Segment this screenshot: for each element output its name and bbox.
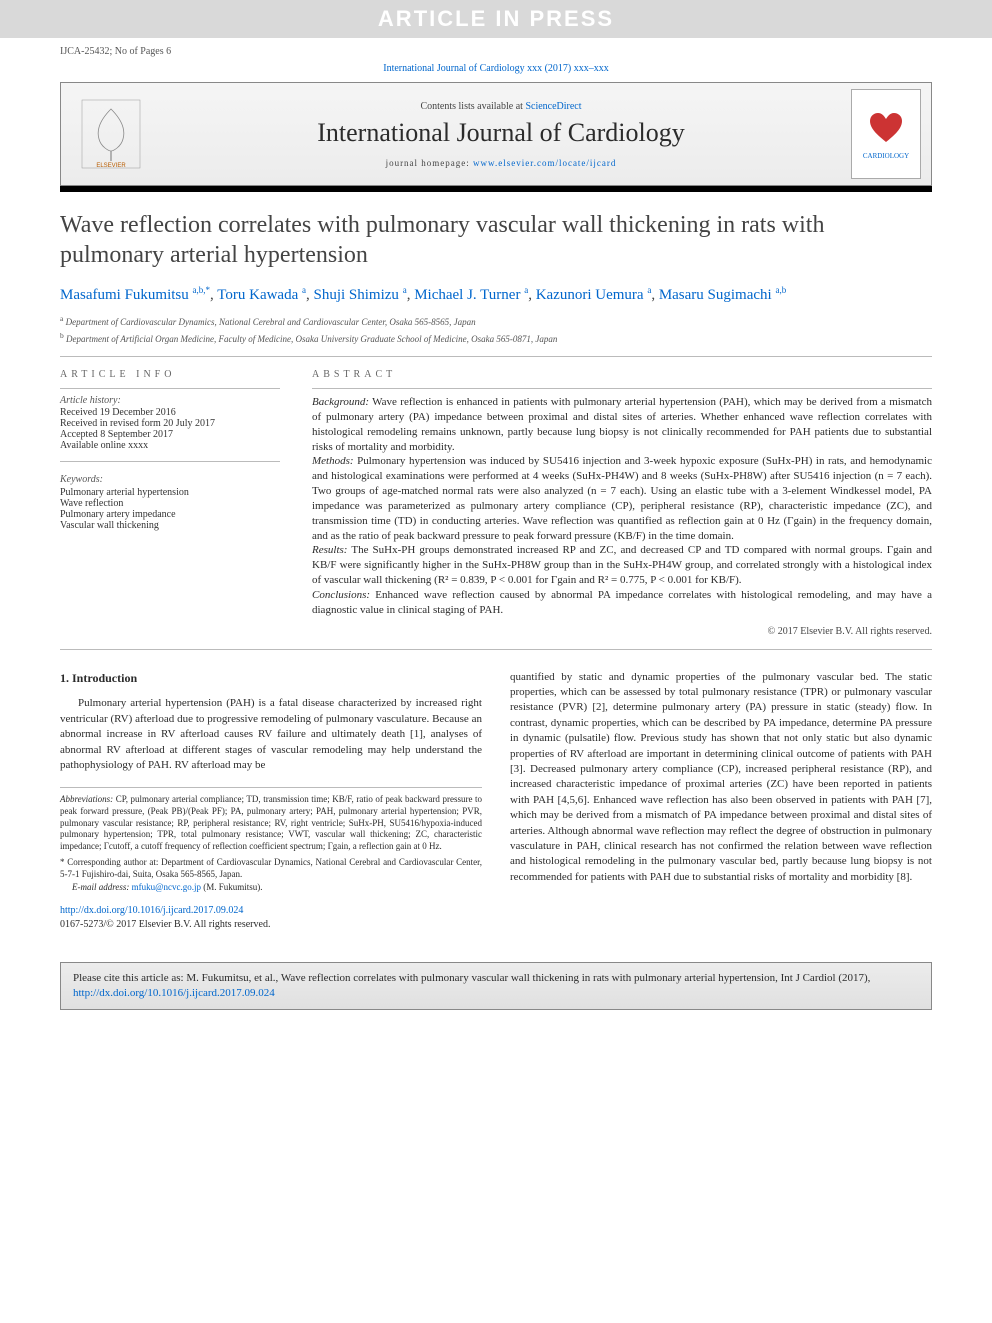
abstract-column: ABSTRACT Background: Wave reflection is … bbox=[312, 369, 932, 637]
main-two-column: 1. Introduction Pulmonary arterial hyper… bbox=[60, 670, 932, 932]
contents-line: Contents lists available at ScienceDirec… bbox=[151, 101, 851, 112]
header-meta: IJCA-25432; No of Pages 6 bbox=[0, 38, 992, 59]
cite-doi-link[interactable]: http://dx.doi.org/10.1016/j.ijcard.2017.… bbox=[73, 987, 275, 999]
divider-2 bbox=[60, 649, 932, 650]
cover-heart-icon bbox=[866, 108, 906, 148]
keyword-1: Pulmonary arterial hypertension bbox=[60, 487, 280, 498]
corr-block: * Corresponding author at: Department of… bbox=[60, 857, 482, 880]
keyword-4: Vascular wall thickening bbox=[60, 520, 280, 531]
homepage-prefix: journal homepage: bbox=[386, 158, 473, 168]
abbrev-block: Abbreviations: CP, pulmonary arterial co… bbox=[60, 794, 482, 852]
author-6[interactable]: Masaru Sugimachi a,b bbox=[659, 287, 786, 303]
author-list: Masafumi Fukumitsu a,b,*, Toru Kawada a,… bbox=[60, 284, 932, 306]
history-3: Accepted 8 September 2017 bbox=[60, 429, 280, 440]
article-in-press-banner: ARTICLE IN PRESS bbox=[0, 0, 992, 38]
history-2: Received in revised form 20 July 2017 bbox=[60, 418, 280, 429]
email-block: E-mail address: mfuku@ncvc.go.jp (M. Fuk… bbox=[60, 882, 482, 894]
results-label: Results: bbox=[312, 544, 347, 556]
journal-name: International Journal of Cardiology bbox=[151, 118, 851, 148]
keyword-2: Wave reflection bbox=[60, 498, 280, 509]
bg-label: Background: bbox=[312, 396, 369, 408]
affiliation-b: b Department of Artificial Organ Medicin… bbox=[60, 331, 932, 344]
author-2[interactable]: Toru Kawada a bbox=[217, 287, 306, 303]
elsevier-tree-icon: ELSEVIER bbox=[81, 99, 141, 169]
journal-ref-link[interactable]: International Journal of Cardiology xxx … bbox=[383, 63, 609, 74]
svg-text:ELSEVIER: ELSEVIER bbox=[96, 163, 126, 169]
history-label: Article history: bbox=[60, 395, 280, 406]
sciencedirect-link[interactable]: ScienceDirect bbox=[525, 101, 581, 112]
article-info-column: ARTICLE INFO Article history: Received 1… bbox=[60, 369, 280, 637]
history-4: Available online xxxx bbox=[60, 440, 280, 451]
doi-block: http://dx.doi.org/10.1016/j.ijcard.2017.… bbox=[60, 904, 482, 932]
footnotes: Abbreviations: CP, pulmonary arterial co… bbox=[60, 787, 482, 894]
abstract-copyright: © 2017 Elsevier B.V. All rights reserved… bbox=[312, 626, 932, 637]
right-column: quantified by static and dynamic propert… bbox=[510, 670, 932, 932]
history-1: Received 19 December 2016 bbox=[60, 407, 280, 418]
cite-prefix: Please cite this article as: M. Fukumits… bbox=[73, 972, 870, 984]
left-column: 1. Introduction Pulmonary arterial hyper… bbox=[60, 670, 482, 932]
article-title: Wave reflection correlates with pulmonar… bbox=[60, 210, 932, 270]
conclusions-label: Conclusions: bbox=[312, 589, 370, 601]
author-3[interactable]: Shuji Shimizu a bbox=[314, 287, 407, 303]
homepage-line: journal homepage: www.elsevier.com/locat… bbox=[151, 158, 851, 168]
article-info-title: ARTICLE INFO bbox=[60, 369, 280, 380]
keywords-label: Keywords: bbox=[60, 474, 280, 485]
journal-cover-thumbnail: CARDIOLOGY bbox=[851, 89, 921, 179]
elsevier-logo: ELSEVIER bbox=[71, 99, 151, 169]
journal-ref-line: International Journal of Cardiology xxx … bbox=[0, 59, 992, 82]
cover-label: CARDIOLOGY bbox=[863, 152, 909, 160]
issn-line: 0167-5273/© 2017 Elsevier B.V. All right… bbox=[60, 919, 270, 930]
intro-left-text: Pulmonary arterial hypertension (PAH) is… bbox=[60, 696, 482, 773]
homepage-link[interactable]: www.elsevier.com/locate/ijcard bbox=[473, 158, 616, 168]
abstract-text: Background: Wave reflection is enhanced … bbox=[312, 395, 932, 618]
author-5[interactable]: Kazunori Uemura a bbox=[536, 287, 652, 303]
divider bbox=[60, 356, 932, 357]
citation-box: Please cite this article as: M. Fukumits… bbox=[60, 962, 932, 1010]
intro-right-text: quantified by static and dynamic propert… bbox=[510, 670, 932, 885]
section-1-title: 1. Introduction bbox=[60, 670, 482, 687]
doi-link[interactable]: http://dx.doi.org/10.1016/j.ijcard.2017.… bbox=[60, 905, 243, 916]
affiliation-a: a Department of Cardiovascular Dynamics,… bbox=[60, 314, 932, 327]
abstract-title: ABSTRACT bbox=[312, 369, 932, 380]
contents-prefix: Contents lists available at bbox=[420, 101, 525, 112]
keyword-3: Pulmonary artery impedance bbox=[60, 509, 280, 520]
email-link[interactable]: mfuku@ncvc.go.jp bbox=[132, 882, 201, 892]
author-4[interactable]: Michael J. Turner a bbox=[414, 287, 528, 303]
methods-label: Methods: bbox=[312, 455, 354, 467]
journal-header: ELSEVIER Contents lists available at Sci… bbox=[60, 82, 932, 186]
author-1[interactable]: Masafumi Fukumitsu a,b,* bbox=[60, 287, 210, 303]
